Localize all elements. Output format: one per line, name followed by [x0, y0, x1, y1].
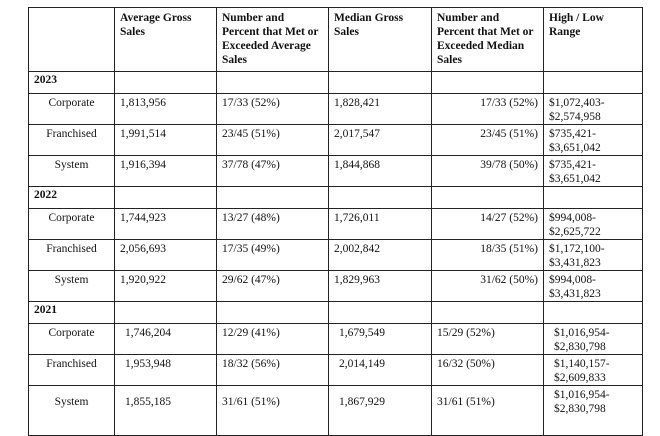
range-cell: $1,172,100- $3,431,823	[543, 239, 643, 271]
average-sales-cell: 2,056,693	[114, 239, 217, 271]
met-average-cell: 29/62 (47%)	[216, 270, 329, 302]
year-label: 2023	[28, 71, 115, 94]
met-median-cell: 18/35 (51%)	[431, 239, 544, 271]
met-median-cell: 23/45 (51%)	[431, 124, 544, 156]
met-median-cell: 31/62 (50%)	[431, 270, 544, 302]
row-label: System	[28, 155, 115, 187]
average-sales-cell: 1,916,394	[114, 155, 217, 187]
table-row: Franchised 2,056,693 17/35 (49%) 2,002,8…	[28, 239, 643, 271]
range-low: $2,830,798	[554, 403, 606, 415]
average-sales-cell: 1,991,514	[114, 124, 217, 156]
year-label: 2022	[28, 186, 115, 209]
met-average-cell: 17/35 (49%)	[216, 239, 329, 271]
row-label: Corporate	[28, 93, 115, 125]
met-average-cell: 31/61 (51%)	[216, 385, 329, 436]
range-cell: $1,016,954- $2,830,798	[543, 323, 643, 355]
median-sales-cell: 1,679,549	[328, 323, 432, 355]
header-met-average: Number and Percent that Met or Exceeded …	[216, 7, 329, 72]
met-median-cell: 14/27 (52%)	[431, 208, 544, 240]
range-high: $1,140,157-	[554, 358, 610, 370]
range-low: $2,609,833	[554, 372, 606, 384]
met-median-cell: 31/61 (51%)	[431, 385, 544, 436]
median-sales-cell: 1,726,011	[328, 208, 432, 240]
met-average-cell: 17/33 (52%)	[216, 93, 329, 125]
range-high: $735,421-	[549, 128, 596, 140]
year-label: 2021	[28, 301, 115, 324]
row-label: System	[28, 270, 115, 302]
range-low: $3,431,823	[549, 288, 601, 300]
row-label: Franchised	[28, 239, 115, 271]
table-row: Corporate 1,813,956 17/33 (52%) 1,828,42…	[28, 93, 643, 125]
average-sales-cell: 1,813,956	[114, 93, 217, 125]
range-low: $3,651,042	[549, 142, 601, 154]
range-high: $735,421-	[549, 159, 596, 171]
range-cell: $1,016,954- $2,830,798	[543, 385, 643, 436]
table-row: Franchised 1,953,948 18/32 (56%) 2,014,1…	[28, 354, 643, 386]
header-high-low-range: High / Low Range	[543, 7, 643, 72]
range-high: $1,016,954-	[554, 389, 610, 401]
range-cell: $1,140,157- $2,609,833	[543, 354, 643, 386]
gross-sales-table: Average Gross Sales Number and Percent t…	[28, 7, 643, 436]
range-low: $3,651,042	[549, 173, 601, 185]
average-sales-cell: 1,855,185	[114, 385, 217, 436]
met-median-cell: 15/29 (52%)	[431, 323, 544, 355]
range-cell: $1,072,403- $2,574,958	[543, 93, 643, 125]
average-sales-cell: 1,953,948	[114, 354, 217, 386]
row-label: System	[28, 385, 115, 436]
range-cell: $994,008- $3,431,823	[543, 270, 643, 302]
range-high: $1,016,954-	[554, 327, 610, 339]
range-high: $994,008-	[549, 212, 596, 224]
median-sales-cell: 2,017,547	[328, 124, 432, 156]
met-average-cell: 23/45 (51%)	[216, 124, 329, 156]
average-sales-cell: 1,920,922	[114, 270, 217, 302]
header-empty	[28, 7, 115, 72]
year-row-2021: 2021	[28, 301, 643, 324]
met-average-cell: 37/78 (47%)	[216, 155, 329, 187]
range-low: $2,830,798	[554, 341, 606, 353]
range-low: $2,625,722	[549, 226, 601, 238]
header-met-median: Number and Percent that Met or Exceeded …	[431, 7, 544, 72]
year-row-2022: 2022	[28, 186, 643, 209]
range-low: $3,431,823	[549, 257, 601, 269]
range-low: $2,574,958	[549, 111, 601, 123]
table-row: System 1,855,185 31/61 (51%) 1,867,929 3…	[28, 385, 643, 436]
row-label: Franchised	[28, 354, 115, 386]
median-sales-cell: 1,828,421	[328, 93, 432, 125]
range-cell: $735,421- $3,651,042	[543, 124, 643, 156]
row-label: Corporate	[28, 323, 115, 355]
median-sales-cell: 1,844,868	[328, 155, 432, 187]
range-high: $1,172,100-	[549, 243, 605, 255]
range-cell: $994,008- $2,625,722	[543, 208, 643, 240]
median-sales-cell: 1,829,963	[328, 270, 432, 302]
table-row: System 1,920,922 29/62 (47%) 1,829,963 3…	[28, 270, 643, 302]
header-row: Average Gross Sales Number and Percent t…	[28, 7, 643, 72]
met-median-cell: 17/33 (52%)	[431, 93, 544, 125]
met-median-cell: 16/32 (50%)	[431, 354, 544, 386]
table-row: Corporate 1,744,923 13/27 (48%) 1,726,01…	[28, 208, 643, 240]
range-high: $994,008-	[549, 274, 596, 286]
average-sales-cell: 1,744,923	[114, 208, 217, 240]
table-row: Franchised 1,991,514 23/45 (51%) 2,017,5…	[28, 124, 643, 156]
met-median-cell: 39/78 (50%)	[431, 155, 544, 187]
range-cell: $735,421- $3,651,042	[543, 155, 643, 187]
table-row: Corporate 1,746,204 12/29 (41%) 1,679,54…	[28, 323, 643, 355]
table-row: System 1,916,394 37/78 (47%) 1,844,868 3…	[28, 155, 643, 187]
sales-table-container: Average Gross Sales Number and Percent t…	[28, 7, 643, 436]
row-label: Franchised	[28, 124, 115, 156]
header-median-gross-sales: Median Gross Sales	[328, 7, 432, 72]
met-average-cell: 12/29 (41%)	[216, 323, 329, 355]
median-sales-cell: 1,867,929	[328, 385, 432, 436]
median-sales-cell: 2,014,149	[328, 354, 432, 386]
average-sales-cell: 1,746,204	[114, 323, 217, 355]
row-label: Corporate	[28, 208, 115, 240]
met-average-cell: 18/32 (56%)	[216, 354, 329, 386]
range-high: $1,072,403-	[549, 97, 605, 109]
header-average-gross-sales: Average Gross Sales	[114, 7, 217, 72]
median-sales-cell: 2,002,842	[328, 239, 432, 271]
met-average-cell: 13/27 (48%)	[216, 208, 329, 240]
year-row-2023: 2023	[28, 71, 643, 94]
